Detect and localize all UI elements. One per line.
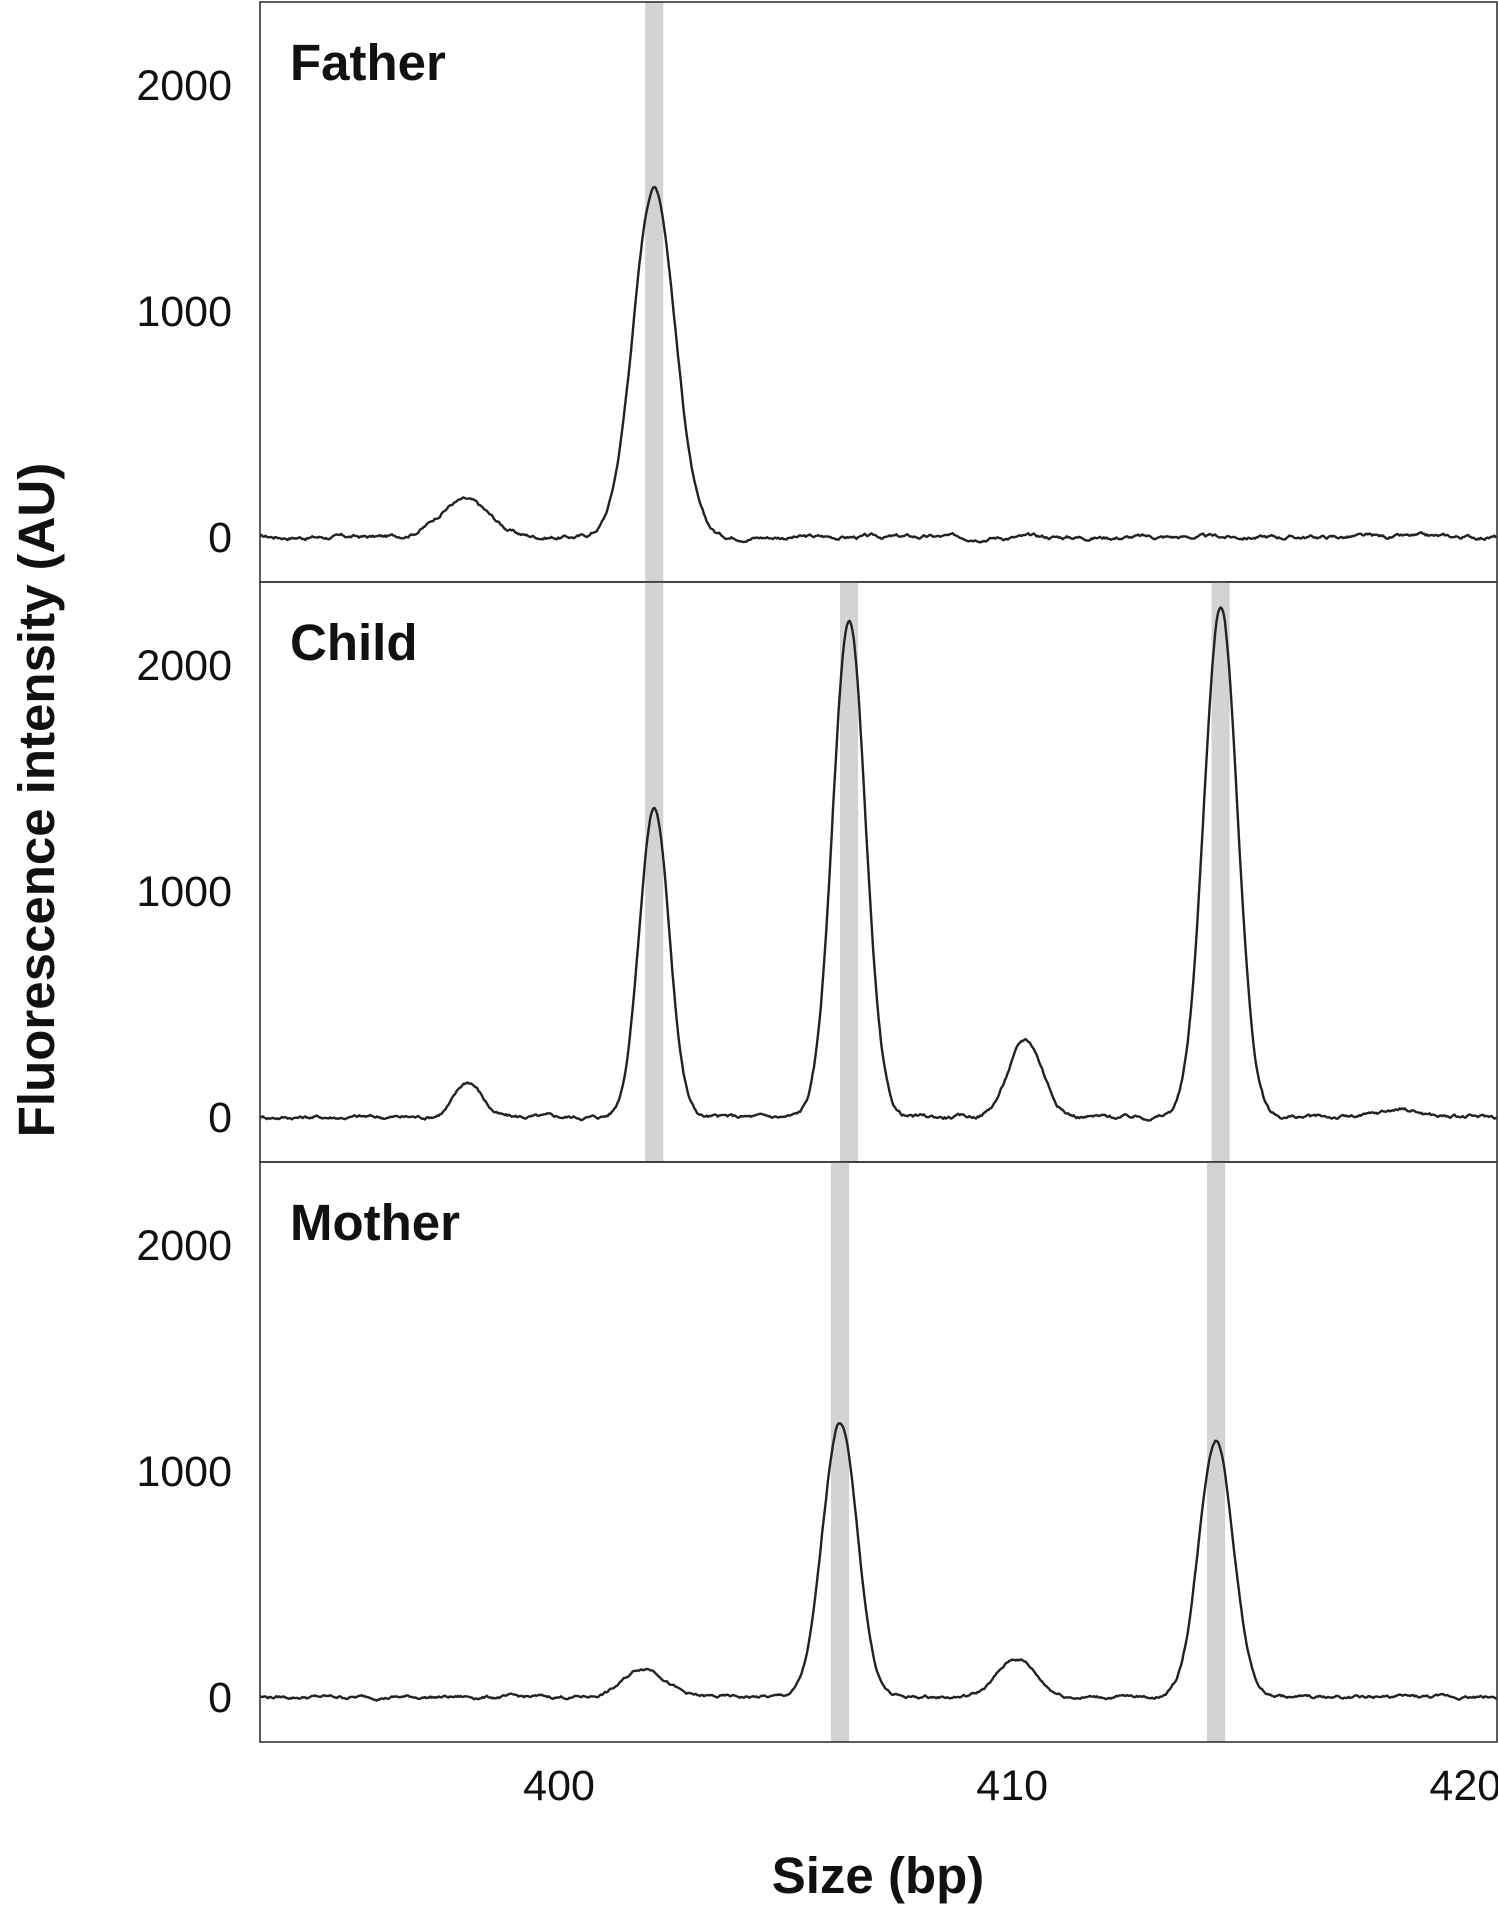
highlight-band: [839, 582, 859, 1162]
panel-frame: [259, 581, 1498, 1163]
highlight-band: [1207, 1162, 1226, 1742]
y-tick-label: 0: [208, 1094, 232, 1142]
x-tick-label: 420: [1429, 1762, 1498, 1810]
series-line-father: [259, 185, 1498, 544]
highlight-band: [645, 582, 664, 1162]
highlight-band: [830, 1162, 850, 1742]
y-tick-label: 2000: [136, 62, 232, 110]
x-tick-label: 410: [976, 1762, 1048, 1810]
x-axis-title: Size (bp): [772, 1847, 985, 1904]
panel-title: Father: [290, 34, 446, 91]
y-tick-label: 2000: [136, 1222, 232, 1270]
series-line-mother: [259, 1422, 1498, 1702]
y-tick-label: 1000: [136, 1448, 232, 1496]
y-tick-label: 1000: [136, 868, 232, 916]
highlight-band: [645, 2, 664, 582]
y-tick-label: 2000: [136, 642, 232, 690]
series-line-child: [259, 606, 1498, 1122]
y-tick-label: 0: [208, 514, 232, 562]
highlight-band: [1211, 582, 1230, 1162]
x-tick-label: 400: [523, 1762, 595, 1810]
panel-child: 0 1000 2000 Child: [136, 581, 1498, 1163]
panel-mother: 0 1000 2000 Mother: [136, 1161, 1498, 1743]
plot-layer: 0 1000 2000 Father 0 1000 2000 Child 0 1000 2000 Mo…: [136, 1, 1498, 1810]
panel-title: Mother: [290, 1194, 460, 1251]
y-axis-title: Fluorescence intensity (AU): [8, 463, 65, 1137]
panel-father: 0 1000 2000 Father: [136, 1, 1498, 583]
panel-title: Child: [290, 614, 417, 671]
y-tick-label: 0: [208, 1674, 232, 1722]
panel-frame: [259, 1161, 1498, 1743]
y-tick-label: 1000: [136, 288, 232, 336]
